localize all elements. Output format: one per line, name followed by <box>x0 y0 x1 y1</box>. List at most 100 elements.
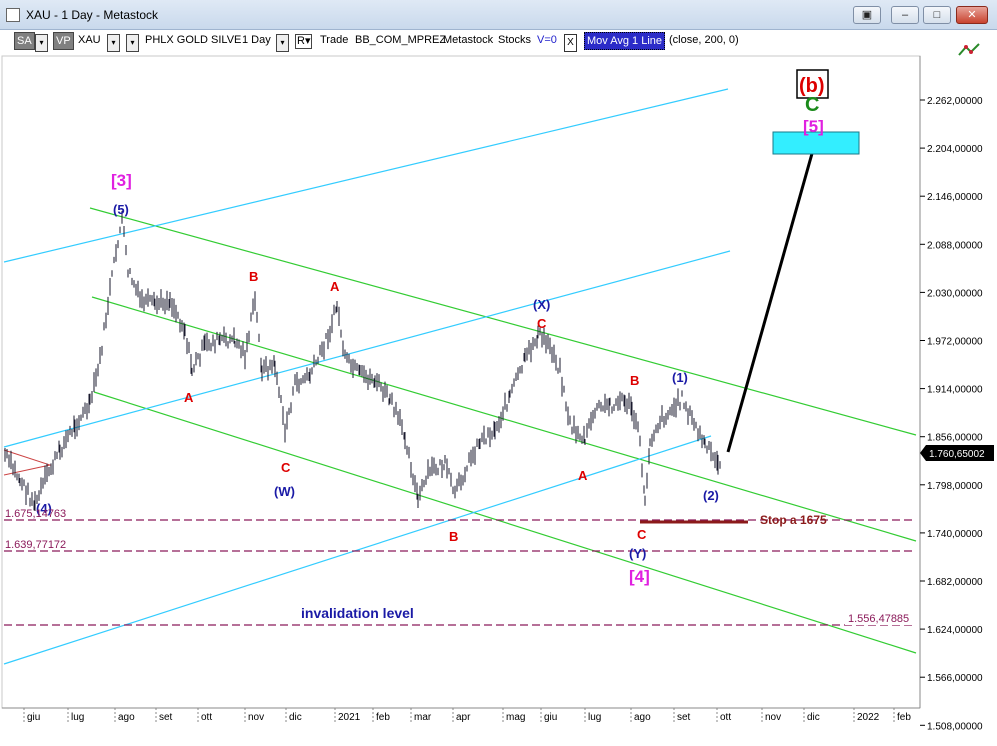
stop-label: Stop a 1675 <box>760 513 827 527</box>
security-name: PHLX GOLD SILVE <box>145 34 242 46</box>
sa-chip[interactable]: SA <box>14 32 35 50</box>
level-label-a: 1.675,14763 <box>5 508 66 520</box>
symbol-dropdown[interactable]: ▾ <box>107 34 120 52</box>
x-tick-label: lug <box>71 712 84 723</box>
y-tick-label: 2.262,00000 <box>927 96 983 107</box>
name-dropdown[interactable]: ▾ <box>126 34 139 52</box>
y-tick-label: 1.914,00000 <box>927 385 983 396</box>
y-tick-label: 1.798,00000 <box>927 481 983 492</box>
level-label-b: 1.639,77172 <box>5 539 66 551</box>
x-tick-label: mag <box>506 712 525 723</box>
drawing-tools-icon[interactable] <box>956 40 982 60</box>
x-tick-label: feb <box>897 712 911 723</box>
x-tick-label: ago <box>118 712 135 723</box>
wave-w-label: (W) <box>274 484 295 499</box>
wave-a3-label: A <box>578 468 588 483</box>
x-tick-label: ott <box>720 712 731 723</box>
x-axis-ticks: giu lug ago set ott nov dic 2021 feb mar apr mag giu… <box>23 708 911 724</box>
wave-labels: [3] (5) (4) B A A C (W) B (X) C B A C (Y… <box>36 75 827 621</box>
x-tick-label: nov <box>248 712 264 723</box>
y-axis-ticks: 2.262,00000 2.204,00000 2.146,00000 2.088,0… <box>920 96 983 732</box>
price-bars <box>4 210 721 511</box>
projection-line <box>726 149 815 453</box>
wave-b-boxed-label: (b) <box>799 75 825 97</box>
x-tick-label: apr <box>456 712 471 723</box>
vp-chip[interactable]: VP <box>53 32 74 50</box>
period-label: 1 Day <box>242 34 271 46</box>
invalidation-label: invalidation level <box>301 605 414 621</box>
remove-indicator-button[interactable]: X <box>564 34 577 52</box>
close-button[interactable]: ✕ <box>956 6 988 24</box>
template-label[interactable]: BB_COM_MPREZ <box>355 34 447 46</box>
window-title: XAU - 1 Day - Metastock <box>26 8 159 22</box>
level-label-right: 1.556,47885 <box>848 613 909 625</box>
x-tick-label: 2022 <box>857 712 880 723</box>
y-tick-label: 1.624,00000 <box>927 625 983 636</box>
wave-b1-label: B <box>249 269 258 284</box>
wave-b3-label: B <box>630 373 639 388</box>
wave-5-label: (5) <box>113 202 129 217</box>
r-dropdown[interactable]: R▾ <box>295 34 313 49</box>
price-chart[interactable]: [3] (5) (4) B A A C (W) B (X) C B A C (Y… <box>0 52 997 746</box>
sa-dropdown[interactable]: ▾ <box>35 34 48 52</box>
wave-1-label: (1) <box>672 370 688 385</box>
wave-a1-label: A <box>184 390 194 405</box>
last-price-tag: 1.760,65002 <box>920 445 994 461</box>
wave-a2-label: A <box>330 279 340 294</box>
x-tick-label: ott <box>201 712 212 723</box>
wave-2-label: (2) <box>703 488 719 503</box>
minimize-button[interactable]: – <box>891 6 919 24</box>
x-tick-label: set <box>677 712 691 723</box>
level-labels: 1.675,14763 1.639,77172 1.556,47885 <box>5 508 917 625</box>
period-dropdown[interactable]: ▾ <box>276 34 289 52</box>
b-box <box>796 69 829 99</box>
wave-y-label: (Y) <box>629 546 646 561</box>
wave-c2-label: C <box>537 316 547 331</box>
y-tick-label: 1.508,00000 <box>927 721 983 732</box>
wave-x-label: (X) <box>533 297 550 312</box>
y-tick-label: 2.088,00000 <box>927 240 983 251</box>
y-tick-label: 2.204,00000 <box>927 144 983 155</box>
y-tick-label: 2.030,00000 <box>927 288 983 299</box>
maximize-button[interactable]: □ <box>923 6 951 24</box>
wave-4-label: [4] <box>629 567 650 586</box>
wave-3-label: [3] <box>111 171 132 190</box>
x-tick-label: mar <box>414 712 432 723</box>
source-label: Metastock <box>443 34 494 46</box>
x-tick-label: dic <box>289 712 302 723</box>
wave-4-left-label: (4) <box>36 501 52 516</box>
moving-average-label[interactable]: Mov Avg 1 Line <box>584 32 666 50</box>
plot-frame <box>1 55 921 709</box>
target-box <box>772 131 860 155</box>
x-tick-label: 2021 <box>338 712 361 723</box>
x-tick-label: giu <box>544 712 557 723</box>
trade-label[interactable]: Trade <box>320 34 349 46</box>
y-tick-label: 1.856,00000 <box>927 433 983 444</box>
moving-average-params: (close, 200, 0) <box>669 34 739 46</box>
support-levels <box>4 519 916 626</box>
y-tick-label: 1.972,00000 <box>927 337 983 348</box>
x-tick-label: set <box>159 712 173 723</box>
x-tick-label: dic <box>807 712 820 723</box>
x-tick-label: lug <box>588 712 601 723</box>
y-tick-label: 1.740,00000 <box>927 529 983 540</box>
y-tick-label: 1.566,00000 <box>927 673 983 684</box>
x-tick-label: giu <box>27 712 40 723</box>
cyan-channel <box>3 88 731 665</box>
symbol-label: XAU <box>78 34 101 46</box>
restore-button[interactable]: ▣ <box>853 6 881 24</box>
volume-label[interactable]: V=0 <box>537 34 557 46</box>
chart-window-icon[interactable] <box>6 8 20 22</box>
last-price-value: 1.760,65002 <box>929 449 985 460</box>
title-bar: XAU - 1 Day - Metastock ▣ – □ ✕ <box>0 0 997 30</box>
wave-c3-label: C <box>637 527 647 542</box>
wave-c1-label: C <box>281 460 291 475</box>
left-triangle-drawing <box>3 449 52 476</box>
group-label: Stocks <box>498 34 532 46</box>
chart-toolbar: SA ▾ VP XAU ▾ ▾ PHLX GOLD SILVE 1 Day ▾ … <box>0 30 997 52</box>
x-tick-label: feb <box>376 712 390 723</box>
green-channel <box>89 207 917 654</box>
x-tick-label: ago <box>634 712 651 723</box>
y-tick-label: 2.146,00000 <box>927 192 983 203</box>
wave-b2-label: B <box>449 529 458 544</box>
